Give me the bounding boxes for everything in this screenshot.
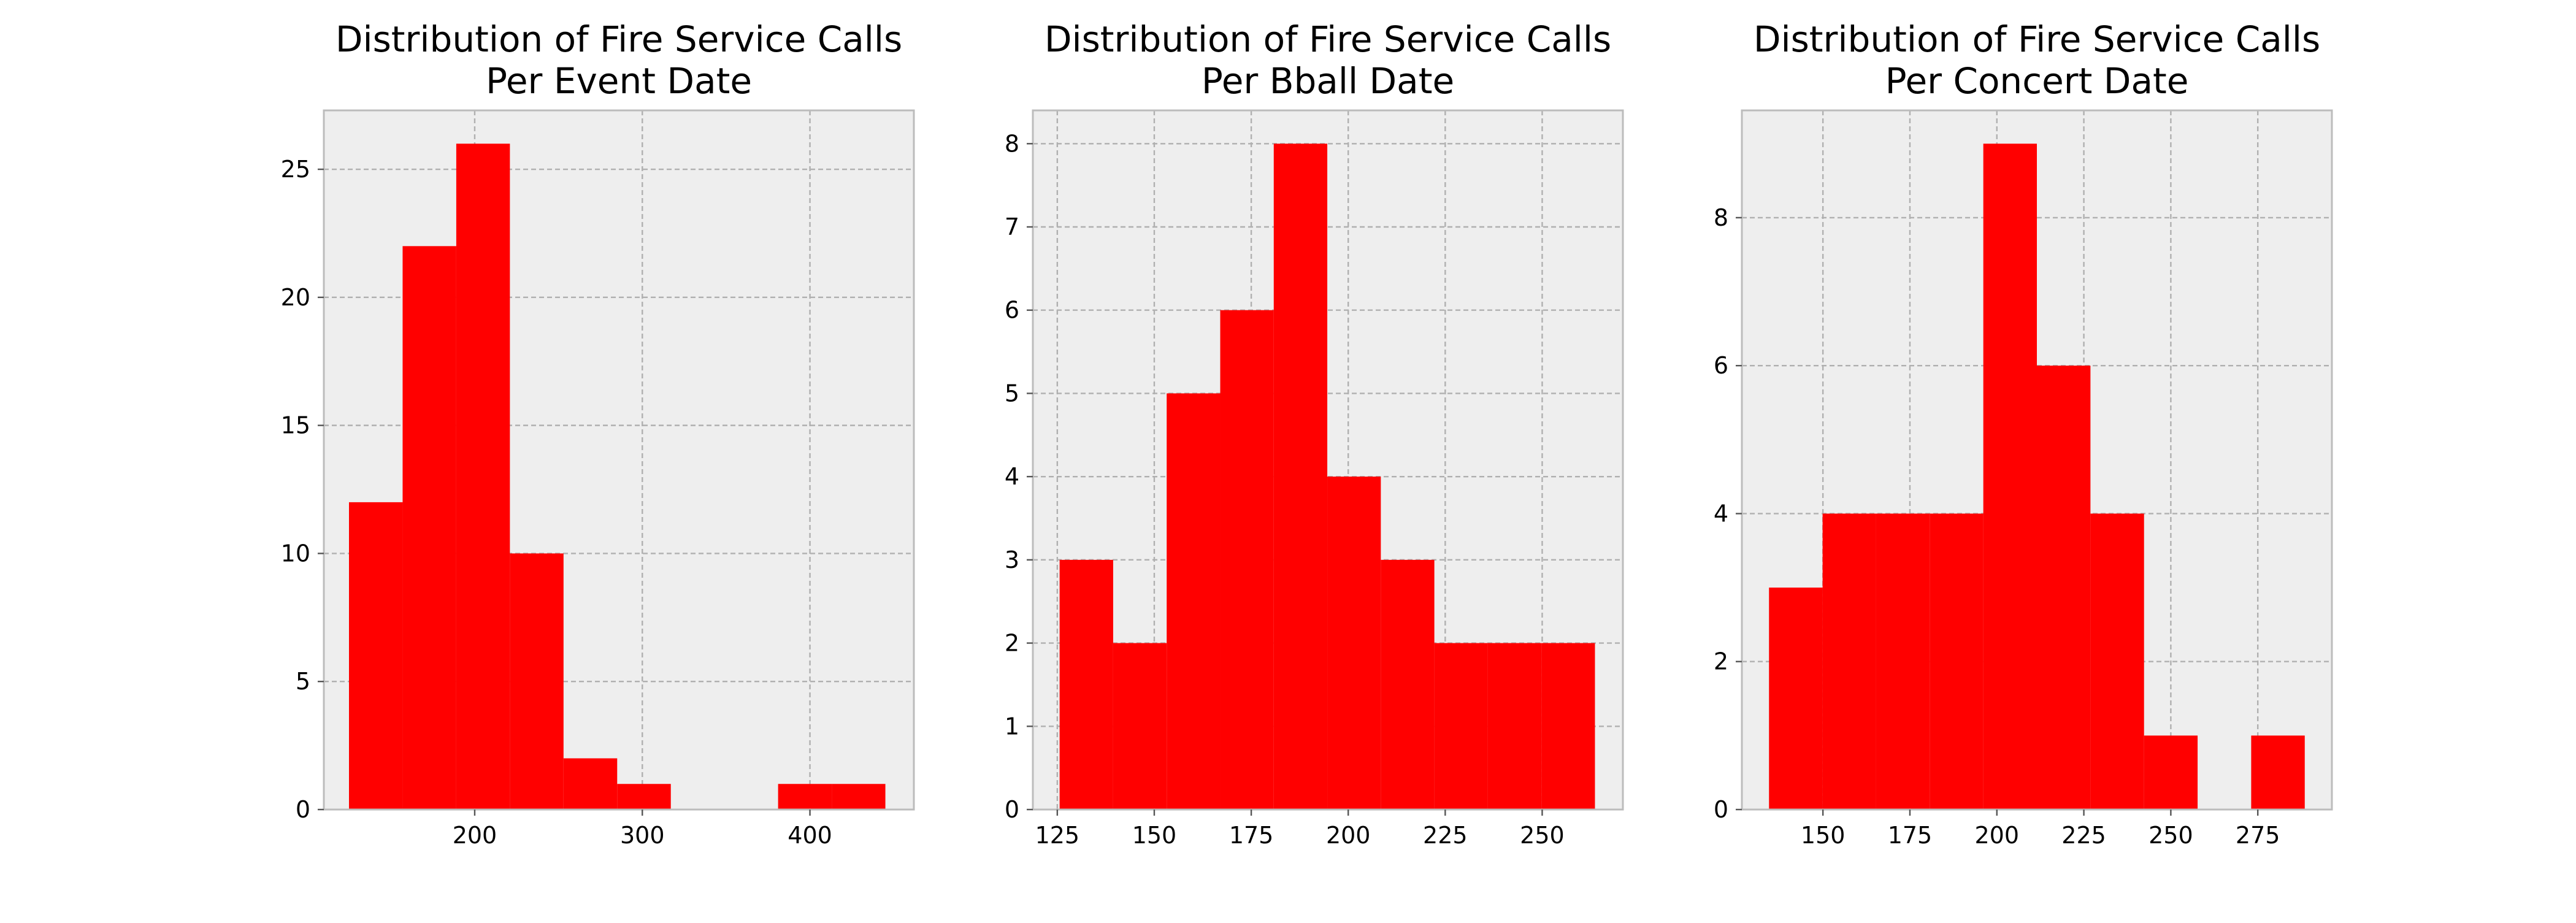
histogram-bar [2037, 366, 2091, 810]
y-tick-label: 4 [1714, 500, 1728, 527]
histogram-bar [1876, 513, 1930, 810]
axes-frame [1741, 109, 2333, 811]
y-tick-label: 0 [1005, 796, 1019, 823]
y-tick-label: 6 [1005, 297, 1019, 324]
histogram-bar [1327, 477, 1381, 810]
histogram-bar [1434, 643, 1488, 810]
histogram-bar [2251, 735, 2305, 810]
histogram-bar [1983, 144, 2037, 810]
chart-title: Distribution of Fire Service Calls Per Bb… [1045, 18, 1611, 102]
x-tick-label: 125 [1035, 822, 1080, 849]
x-tick-label: 275 [2236, 822, 2280, 849]
histogram-bar [1167, 393, 1221, 810]
chart-title: Distribution of Fire Service Calls Per Ev… [335, 18, 902, 102]
y-tick-label: 3 [1005, 546, 1019, 573]
chart-panel-1: 0 5 10 15 20 25 200 300 400 Distribution of Fire … [281, 18, 915, 849]
histogram-bar [1381, 559, 1435, 810]
histogram-bar [1822, 513, 1876, 810]
y-tick-label: 5 [1005, 380, 1019, 407]
x-tick-label: 150 [1801, 822, 1846, 849]
y-tick-label: 1 [1005, 713, 1019, 740]
histogram-bar [1059, 559, 1113, 810]
axes-frame [323, 109, 915, 811]
chart-panel-2: 0 1 2 3 4 5 6 7 8 125 150 175 200 225 250 Distribution … [1005, 18, 1624, 849]
histogram-bar [510, 553, 564, 810]
histogram-bar [617, 784, 671, 810]
y-tick-label: 4 [1005, 463, 1019, 490]
histogram-bar [2090, 513, 2144, 810]
histogram-bar [563, 758, 618, 810]
chart-title: Distribution of Fire Service Calls Per Co… [1754, 18, 2320, 102]
x-tick-label: 225 [2061, 822, 2106, 849]
y-tick-label: 20 [281, 284, 310, 311]
histogram-bar [456, 144, 510, 810]
histogram-bar [2144, 735, 2198, 810]
y-tick-label: 25 [281, 156, 310, 183]
histogram-bar [1541, 643, 1595, 810]
x-tick-label: 200 [1326, 822, 1371, 849]
chart-title-line: Distribution of Fire Service Calls [1045, 18, 1611, 60]
histogram-bar [348, 502, 403, 810]
chart-title-line: Distribution of Fire Service Calls [1754, 18, 2320, 60]
x-tick-label: 250 [1520, 822, 1565, 849]
chart-title-line: Distribution of Fire Service Calls [335, 18, 902, 60]
y-tick-label: 7 [1005, 213, 1019, 240]
y-tick-label: 8 [1005, 130, 1019, 157]
histogram-bar [402, 246, 456, 810]
histogram-bar [1930, 513, 1984, 810]
y-tick-label: 5 [296, 668, 310, 695]
histogram-bar [832, 784, 886, 810]
x-tick-label: 150 [1132, 822, 1177, 849]
axes-frame [1032, 109, 1624, 811]
histogram-bar [1487, 643, 1542, 810]
histogram-bar [1769, 588, 1823, 810]
x-tick-label: 225 [1423, 822, 1468, 849]
y-tick-label: 6 [1714, 352, 1728, 379]
x-tick-label: 200 [1975, 822, 2020, 849]
y-tick-label: 2 [1714, 648, 1728, 675]
y-tick-label: 0 [296, 796, 310, 823]
x-tick-label: 250 [2149, 822, 2193, 849]
x-tick-label: 200 [453, 822, 497, 849]
chart-panel-3: 0 2 4 6 8 150 175 200 225 250 275 Distribution of F… [1714, 18, 2333, 849]
x-tick-label: 175 [1229, 822, 1274, 849]
y-tick-label: 0 [1714, 796, 1728, 823]
chart-title-line: Per Bball Date [1202, 60, 1454, 102]
histogram-bar [1273, 144, 1328, 810]
x-tick-label: 400 [788, 822, 832, 849]
chart-title-line: Per Concert Date [1885, 60, 2189, 102]
x-tick-label: 175 [1888, 822, 1933, 849]
y-tick-label: 10 [281, 540, 310, 567]
y-tick-label: 8 [1714, 204, 1728, 231]
x-tick-label: 300 [620, 822, 665, 849]
histogram-bar [1113, 643, 1167, 810]
histogram-bar [778, 784, 832, 810]
histogram-bar [1220, 310, 1274, 810]
y-tick-label: 2 [1005, 630, 1019, 657]
chart-title-line: Per Event Date [486, 60, 752, 102]
y-tick-label: 15 [281, 412, 310, 439]
